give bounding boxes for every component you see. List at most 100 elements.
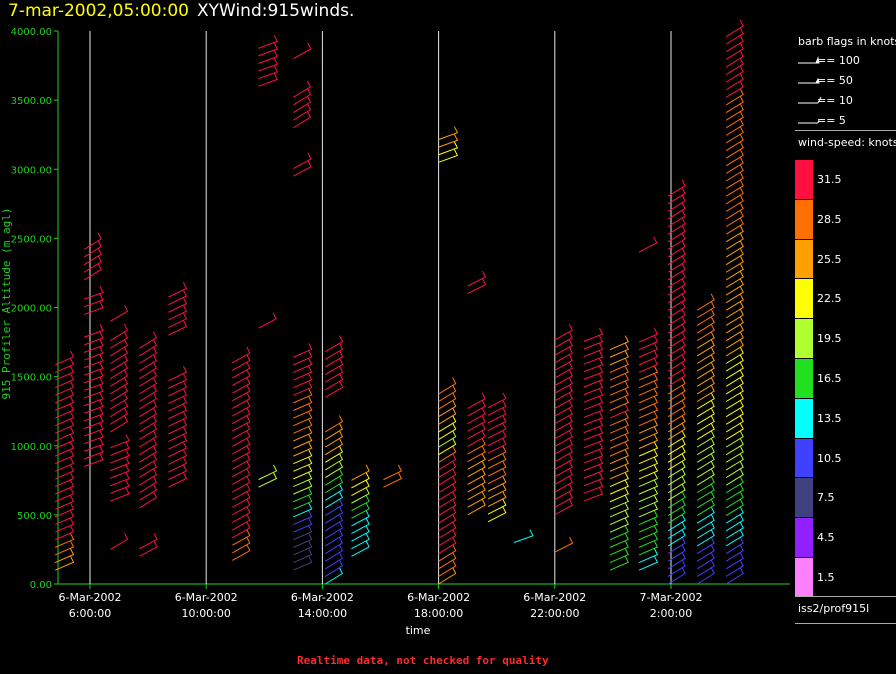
wind-barb <box>325 453 344 471</box>
wind-barb <box>438 544 457 562</box>
wind-barb <box>84 422 104 437</box>
wind-barb <box>487 460 507 477</box>
wind-barb <box>293 103 312 121</box>
wind-barb <box>54 396 75 411</box>
wind-barb <box>293 472 313 487</box>
flag-5-icon <box>817 119 820 124</box>
wind-barb <box>725 209 744 228</box>
y-tick-label: 2500.00 <box>11 234 52 245</box>
wind-barb <box>667 400 686 418</box>
wind-barb <box>84 445 104 460</box>
colorbar-label: 31.5 <box>817 172 842 186</box>
wind-barb <box>54 381 75 396</box>
wind-barb <box>110 479 130 494</box>
wind-barb <box>487 415 507 431</box>
wind-barb <box>293 411 313 427</box>
wind-barb <box>696 483 715 501</box>
wind-barb <box>467 445 486 463</box>
colorbar-swatch <box>795 359 813 398</box>
wind-barb <box>232 430 251 447</box>
wind-barb <box>54 548 75 564</box>
wind-barb <box>232 346 251 364</box>
wind-barb <box>54 479 75 495</box>
wind-barb <box>667 514 686 532</box>
wind-barb <box>696 377 715 395</box>
wind-barb <box>293 42 312 60</box>
wind-barb <box>609 441 629 457</box>
wind-barbs <box>54 19 744 585</box>
wind-barb <box>467 476 486 493</box>
wind-barb <box>110 487 130 502</box>
wind-barb <box>554 422 573 440</box>
wind-barb <box>293 533 313 548</box>
wind-barb <box>696 445 715 463</box>
wind-barb <box>696 293 715 311</box>
wind-barb <box>54 426 75 442</box>
wind-barb <box>325 521 344 539</box>
wind-barb <box>110 392 129 410</box>
x-tick-time: 18:00:00 <box>414 607 463 620</box>
wind-barb <box>325 460 344 478</box>
wind-barb <box>609 381 629 396</box>
y-tick-label: 1000.00 <box>11 442 52 453</box>
wind-barb <box>438 529 457 547</box>
wind-barb <box>696 491 715 509</box>
quality-footnote: Realtime data, not checked for quality <box>297 654 549 667</box>
wind-barb <box>438 567 457 585</box>
wind-barb <box>293 495 313 510</box>
wind-barb <box>232 400 251 417</box>
wind-barb <box>554 491 573 508</box>
wind-barb <box>554 468 573 485</box>
wind-barb <box>638 381 659 396</box>
wind-barb <box>168 403 188 420</box>
wind-barb <box>232 377 251 394</box>
wind-barb <box>325 350 344 368</box>
wind-barb <box>609 343 629 358</box>
wind-barb <box>293 441 313 457</box>
wind-barb <box>438 415 457 433</box>
wind-barb <box>609 525 629 541</box>
wind-barb <box>293 388 313 404</box>
wind-barb <box>487 400 507 416</box>
wind-barb <box>696 392 715 410</box>
wind-barb <box>232 491 251 508</box>
wind-barb <box>293 396 313 411</box>
wind-barb <box>638 517 659 533</box>
wind-barb <box>110 384 129 402</box>
wind-barb <box>667 483 686 501</box>
wind-barb <box>325 552 344 570</box>
wind-barb <box>725 95 744 113</box>
wind-barb <box>139 361 158 380</box>
wind-barb <box>54 540 75 556</box>
wind-barb <box>638 373 659 389</box>
wind-barb <box>725 400 744 418</box>
wind-barb <box>667 536 686 555</box>
wind-barb <box>725 164 744 182</box>
wind-barb <box>667 430 686 448</box>
wind-barb <box>609 335 629 351</box>
wind-barb <box>168 304 188 321</box>
wind-barb <box>667 179 686 197</box>
wind-barb <box>168 457 188 473</box>
wind-barb <box>554 453 573 470</box>
wind-barb <box>638 487 659 503</box>
wind-barb <box>725 19 744 37</box>
barb-legend-100: == 100 <box>817 54 860 67</box>
wind-barb <box>725 453 744 471</box>
wind-barb <box>325 468 344 486</box>
wind-barb <box>54 517 75 533</box>
wind-barb <box>554 331 573 349</box>
wind-barb <box>725 73 744 91</box>
wind-barb <box>54 419 75 434</box>
wind-barb <box>725 430 744 448</box>
colorbar-label: 7.5 <box>817 491 835 505</box>
wind-barb <box>554 407 573 425</box>
legend-separator-2 <box>795 596 896 597</box>
wind-barb <box>725 293 744 311</box>
wind-barb <box>667 293 686 311</box>
wind-barb <box>667 544 686 562</box>
wind-barb <box>258 35 278 49</box>
wind-barb <box>725 270 744 288</box>
wind-barb <box>168 449 188 465</box>
wind-barb <box>293 88 312 106</box>
